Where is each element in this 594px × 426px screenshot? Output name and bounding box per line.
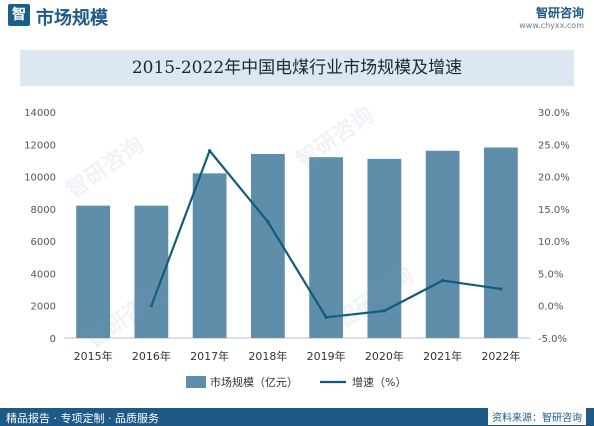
y-right-tick-label: 30.0% <box>538 108 570 119</box>
y-right-tick-label: 5.0% <box>538 269 563 280</box>
brand-logo-icon: 智 <box>8 4 30 26</box>
bar <box>76 205 111 338</box>
y-right-tick-label: 15.0% <box>538 205 570 216</box>
page-footer: 精品报告 · 专项定制 · 品质服务 资料来源：智研咨询 <box>0 408 594 426</box>
bar <box>425 150 460 338</box>
bar <box>309 157 344 338</box>
x-tick-label: 2021年 <box>423 349 462 363</box>
x-tick-label: 2015年 <box>74 349 113 363</box>
line-point <box>441 278 445 283</box>
x-tick-label: 2016年 <box>132 349 171 363</box>
legend-label: 市场规模（亿元） <box>210 375 298 389</box>
y-right-tick-label: -5.0% <box>538 334 567 345</box>
y-left-tick-label: 4000 <box>31 269 56 280</box>
line-point <box>266 220 270 224</box>
bar <box>483 147 518 338</box>
legend-bar-swatch <box>186 376 206 388</box>
y-left-tick-label: 6000 <box>31 237 56 248</box>
y-left-tick-label: 0 <box>50 334 56 345</box>
y-left-tick-label: 12000 <box>24 140 56 151</box>
bar <box>134 205 169 338</box>
y-left-tick-label: 2000 <box>31 302 56 313</box>
y-right-tick-label: 10.0% <box>538 237 570 248</box>
x-tick-label: 2018年 <box>248 349 287 363</box>
legend-label: 增速（%） <box>352 375 406 389</box>
brand-url: www.chyxx.com <box>519 21 584 30</box>
x-tick-label: 2017年 <box>190 349 229 363</box>
line-point <box>208 149 212 153</box>
y-right-tick-label: 20.0% <box>538 173 570 184</box>
brand-block: 智研咨询 www.chyxx.com <box>519 4 584 30</box>
y-right-tick-label: 25.0% <box>538 140 570 151</box>
line-point <box>149 304 153 308</box>
page-header: 智 市场规模 智研咨询 www.chyxx.com <box>0 0 594 34</box>
bar <box>250 153 285 338</box>
footer-source: 资料来源：智研咨询 <box>488 408 586 425</box>
x-tick-label: 2020年 <box>365 349 404 363</box>
line-point <box>382 309 386 313</box>
x-tick-label: 2022年 <box>481 349 520 363</box>
y-left-tick-label: 10000 <box>24 173 56 184</box>
line-point <box>499 287 503 291</box>
x-tick-label: 2019年 <box>307 349 346 363</box>
page-title: 市场规模 <box>36 8 108 29</box>
brand-name: 智研咨询 <box>535 6 584 20</box>
bar <box>192 173 227 338</box>
y-left-tick-label: 14000 <box>24 108 56 119</box>
y-right-tick-label: 0.0% <box>538 302 563 313</box>
chart-title-band: 2015-2022年中国电煤行业市场规模及增速 <box>20 50 574 86</box>
line-point <box>324 315 328 319</box>
chart-title: 2015-2022年中国电煤行业市场规模及增速 <box>131 58 463 78</box>
y-left-tick-label: 8000 <box>31 205 56 216</box>
footer-slogan: 精品报告 · 专项定制 · 品质服务 <box>6 412 159 425</box>
bar <box>367 158 402 338</box>
